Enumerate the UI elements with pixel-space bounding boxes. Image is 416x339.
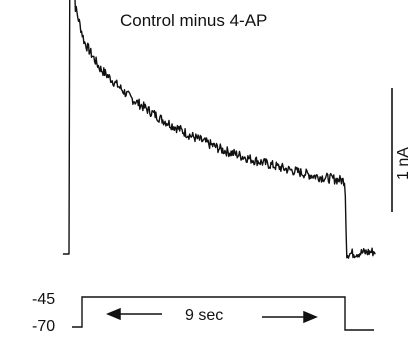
scale-bar: 1 nA (391, 88, 412, 212)
chart-title: Control minus 4-AP (120, 11, 267, 30)
voltage-protocol: -45 -70 9 sec (32, 291, 374, 335)
voltage-level-low-label: -70 (32, 318, 55, 335)
voltage-level-high-label: -45 (32, 291, 55, 308)
voltage-step-line (72, 296, 374, 331)
right-arrow-icon (262, 310, 318, 324)
scale-bar-label: 1 nA (395, 147, 412, 180)
duration-label: 9 sec (185, 307, 223, 324)
current-trace-line (62, 0, 376, 259)
current-trace (62, 0, 376, 259)
left-arrow-icon (106, 307, 162, 321)
